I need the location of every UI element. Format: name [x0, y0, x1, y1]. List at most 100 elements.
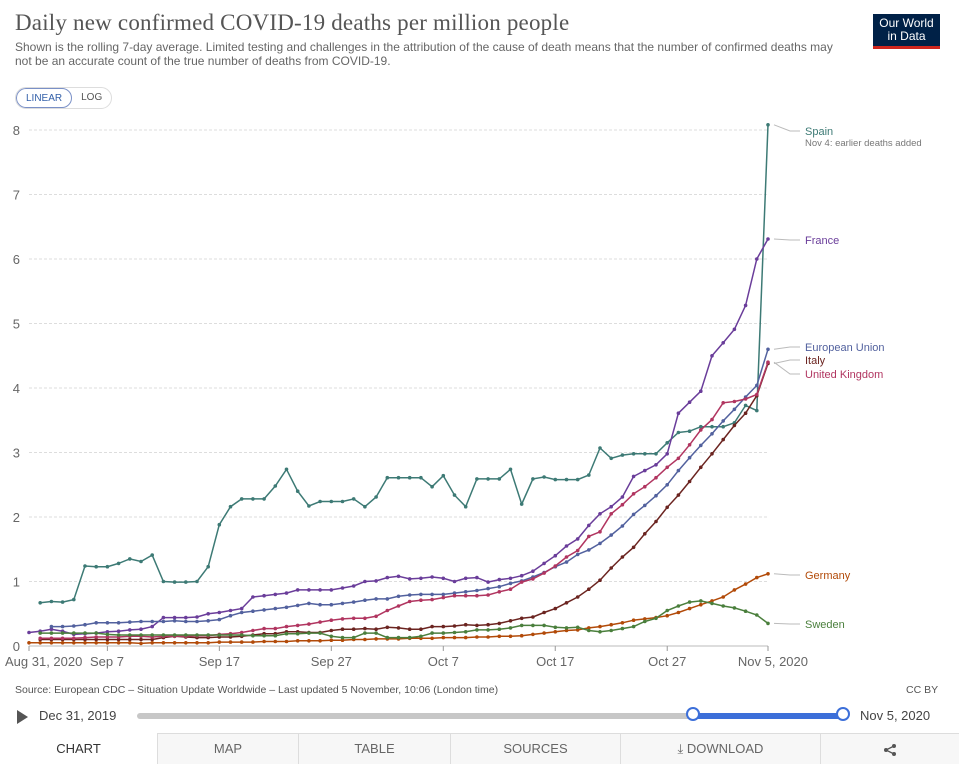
data-point — [508, 587, 513, 591]
data-point — [665, 441, 669, 445]
gridlines — [29, 129, 768, 647]
data-point — [60, 631, 65, 635]
data-point — [463, 504, 468, 509]
data-point — [631, 474, 636, 479]
tab-share[interactable] — [820, 734, 959, 764]
tab-sources[interactable]: SOURCES — [450, 734, 620, 764]
data-point — [273, 626, 278, 631]
data-point — [575, 477, 580, 482]
linear-scale-button[interactable]: LINEAR — [16, 88, 73, 108]
data-point — [396, 626, 401, 630]
data-point — [699, 602, 703, 607]
data-point — [273, 484, 278, 488]
tab-table[interactable]: TABLE — [298, 734, 450, 764]
data-point — [743, 582, 748, 586]
data-point — [49, 636, 54, 641]
data-point — [721, 437, 725, 442]
data-point — [542, 571, 546, 575]
data-point — [374, 597, 378, 601]
data-point — [329, 618, 334, 622]
data-point — [38, 631, 42, 635]
data-point — [732, 327, 737, 332]
data-point — [743, 411, 748, 416]
y-tick-label: 6 — [13, 252, 20, 267]
data-point — [519, 502, 524, 506]
data-point — [654, 475, 658, 480]
data-point — [452, 635, 457, 640]
data-point — [497, 584, 502, 589]
data-point — [351, 584, 356, 588]
tab-download[interactable]: ⤓ DOWNLOAD — [620, 734, 820, 764]
timeline-end-handle[interactable] — [836, 707, 850, 721]
data-point — [340, 627, 345, 631]
data-point — [721, 424, 725, 429]
timeline-selected-range — [693, 713, 843, 719]
data-point — [217, 640, 222, 644]
data-point — [564, 544, 569, 548]
data-point — [228, 504, 233, 509]
data-point — [128, 620, 132, 624]
y-tick-label: 4 — [13, 381, 20, 396]
series-line — [40, 361, 769, 640]
data-point — [262, 608, 266, 612]
data-point — [654, 616, 658, 621]
timeline-start-handle[interactable] — [686, 707, 700, 721]
owid-logo[interactable]: Our World in Data — [873, 14, 940, 46]
data-point — [508, 619, 513, 623]
data-point — [27, 630, 31, 635]
series-france — [27, 237, 770, 637]
series-label: European Union — [805, 342, 885, 354]
data-point — [150, 624, 154, 629]
play-icon[interactable] — [17, 710, 28, 724]
tab-chart[interactable]: CHART — [0, 733, 157, 764]
data-point — [676, 468, 681, 473]
data-point — [195, 633, 199, 637]
series-line — [29, 573, 769, 645]
data-point — [441, 576, 446, 581]
data-point — [184, 619, 188, 624]
scale-toggle[interactable]: LINEAR LOG — [15, 87, 113, 109]
data-point — [699, 443, 703, 448]
data-point — [430, 484, 434, 489]
data-point — [184, 641, 188, 645]
data-point — [721, 595, 725, 599]
data-point — [620, 626, 625, 631]
data-point — [150, 633, 154, 637]
data-point — [620, 495, 625, 499]
data-point — [497, 627, 502, 631]
data-point — [486, 593, 490, 597]
data-point — [643, 468, 647, 473]
data-point — [94, 564, 98, 569]
data-point — [441, 631, 446, 635]
data-point — [239, 497, 244, 501]
data-point — [475, 623, 479, 628]
data-point — [452, 591, 457, 595]
data-point — [150, 641, 154, 645]
timeline-track[interactable] — [137, 713, 842, 719]
data-point — [609, 533, 613, 537]
data-point — [116, 641, 121, 645]
data-point — [60, 600, 65, 604]
data-point — [419, 627, 423, 631]
label-connector — [773, 238, 800, 241]
data-point — [766, 621, 770, 626]
x-tick-label: Oct 27 — [648, 654, 686, 669]
data-point — [363, 579, 367, 584]
series-germany — [27, 572, 770, 646]
data-point — [49, 624, 54, 629]
log-scale-button[interactable]: LOG — [81, 92, 103, 103]
y-axis-ticks: 0 1 2 3 4 5 6 7 8 — [13, 123, 20, 654]
data-point — [452, 630, 457, 635]
source-note[interactable]: Source: European CDC – Situation Update … — [15, 684, 499, 696]
tab-map[interactable]: MAP — [157, 734, 298, 764]
data-point — [251, 640, 255, 644]
data-point — [732, 606, 737, 610]
data-point — [766, 123, 770, 127]
data-point — [351, 497, 356, 501]
data-point — [598, 541, 602, 546]
data-point — [195, 619, 199, 624]
timeline[interactable]: Dec 31, 2019 Nov 5, 2020 — [0, 705, 959, 729]
data-point — [564, 626, 569, 630]
data-point — [452, 493, 457, 497]
license-link[interactable]: CC BY — [906, 684, 939, 696]
